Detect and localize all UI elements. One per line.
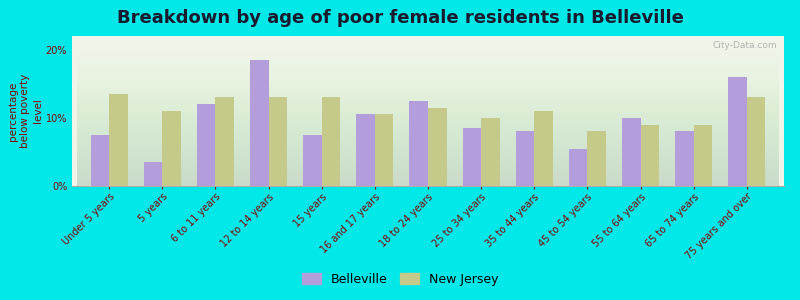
Y-axis label: percentage
below poverty
level: percentage below poverty level [8,74,43,148]
Bar [747,98,766,186]
Bar [694,124,712,186]
Bar [250,60,269,186]
Bar [428,108,446,186]
Bar [375,114,394,186]
Bar [197,104,215,186]
Bar [675,131,694,186]
Bar [569,148,587,186]
Bar [410,101,428,186]
Bar [622,118,641,186]
Bar [356,114,375,186]
Bar [516,131,534,186]
Bar [162,111,181,186]
Legend: Belleville, New Jersey: Belleville, New Jersey [297,268,503,291]
Bar [481,118,500,186]
Text: Breakdown by age of poor female residents in Belleville: Breakdown by age of poor female resident… [117,9,683,27]
Text: City-Data.com: City-Data.com [712,40,777,50]
Bar [728,77,747,186]
Bar [269,98,287,186]
Bar [641,124,659,186]
Bar [587,131,606,186]
Bar [109,94,128,186]
Bar [534,111,553,186]
Bar [303,135,322,186]
Bar [90,135,109,186]
Bar [144,162,162,186]
Bar [462,128,481,186]
Bar [215,98,234,186]
Bar [322,98,340,186]
